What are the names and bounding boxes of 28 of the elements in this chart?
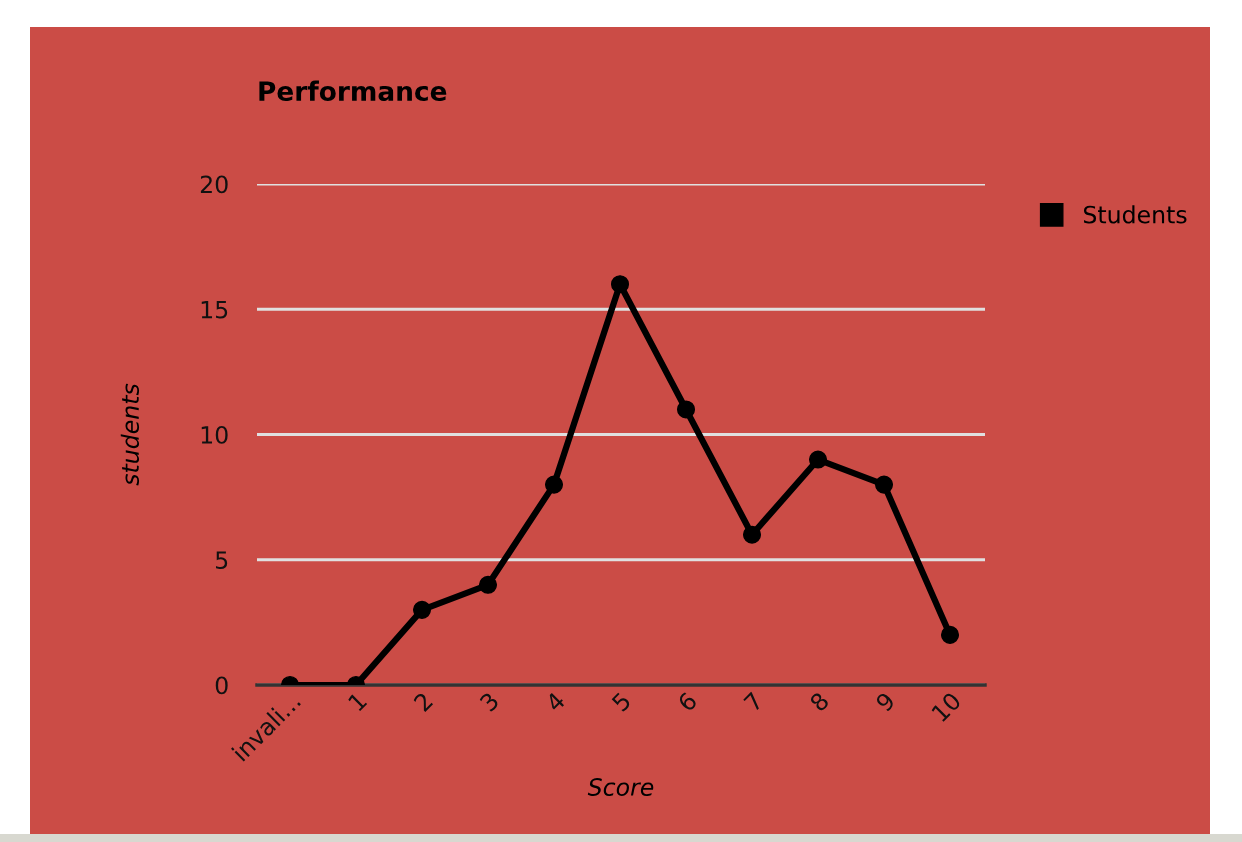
x-tick-label: 6: [676, 691, 698, 713]
x-tick-label: 5: [611, 691, 632, 713]
x-tick-label: 2: [412, 691, 434, 712]
y-axis-title: students: [120, 383, 140, 486]
point: [412, 600, 432, 619]
point: [742, 525, 762, 544]
point: [544, 475, 564, 494]
y-tick-label: 15: [201, 301, 228, 319]
point: [940, 625, 960, 644]
y-tick-label: 20: [200, 175, 228, 194]
chart-title: Performance: [259, 80, 447, 102]
y-tick-label: 10: [201, 425, 228, 444]
x-tick-label: 8: [808, 691, 830, 713]
x-tick-label: 3: [478, 691, 500, 713]
x-tick-label: 7: [743, 691, 764, 712]
point: [874, 475, 894, 494]
point: [610, 275, 630, 294]
y-tick-label: 0: [215, 676, 228, 695]
point: [478, 575, 498, 594]
point: [808, 450, 828, 469]
legend-label: Students: [1083, 205, 1187, 224]
x-tick-label: 10: [930, 691, 962, 723]
x-tick-label: 1: [347, 691, 368, 712]
y-tick-label: 5: [216, 551, 228, 570]
x-axis-title: Score: [587, 778, 654, 796]
point: [676, 400, 696, 419]
x-tick-label: 9: [874, 691, 896, 713]
x-tick-label: 4: [544, 691, 566, 713]
